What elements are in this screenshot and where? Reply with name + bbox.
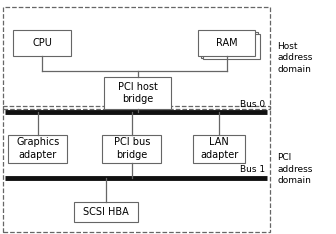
- Text: RAM: RAM: [216, 38, 238, 48]
- Text: SCSI HBA: SCSI HBA: [83, 207, 129, 217]
- Text: PCI
address
domain: PCI address domain: [277, 154, 312, 185]
- Bar: [74, 202, 138, 222]
- Bar: [102, 135, 161, 163]
- Text: PCI host
bridge: PCI host bridge: [118, 82, 158, 104]
- Bar: [198, 30, 255, 56]
- Bar: [13, 30, 71, 56]
- Bar: [8, 135, 67, 163]
- Bar: [193, 135, 245, 163]
- Text: Bus 0: Bus 0: [240, 100, 265, 109]
- Text: CPU: CPU: [32, 38, 52, 48]
- Bar: [203, 34, 260, 59]
- Text: PCI bus
bridge: PCI bus bridge: [114, 137, 150, 160]
- Bar: [104, 77, 171, 109]
- Bar: [201, 32, 258, 58]
- Text: Graphics
adapter: Graphics adapter: [16, 137, 59, 160]
- Text: Host
address
domain: Host address domain: [277, 42, 312, 73]
- Bar: [3, 7, 270, 109]
- Bar: [3, 106, 270, 232]
- Text: Bus 1: Bus 1: [240, 165, 265, 174]
- Text: LAN
adapter: LAN adapter: [200, 137, 238, 160]
